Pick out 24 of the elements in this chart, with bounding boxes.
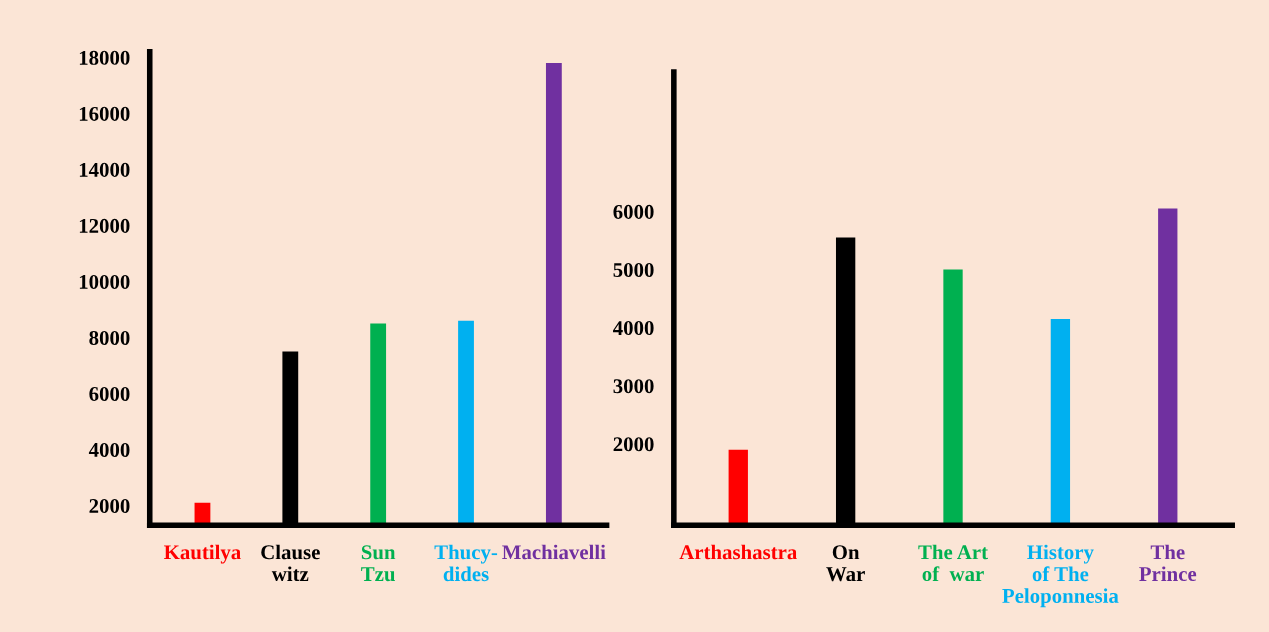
y-tick-label: 4000 (88, 442, 130, 457)
x-tick-label: Sun Tzu (361, 545, 396, 582)
x-tick-label: The Art of war (918, 544, 988, 582)
x-tick-label: History of The Peloponnesia (1002, 544, 1119, 608)
y-tick-label: 10000 (79, 274, 130, 289)
x-tick-label: Kautilya (164, 544, 241, 564)
y-tick-label: 12000 (79, 218, 130, 233)
y-tick-label: 8000 (89, 330, 130, 345)
y-tick-label: 18000 (79, 50, 130, 65)
y-tick-label: 16000 (79, 106, 130, 121)
y-tick-label: 2000 (613, 437, 654, 452)
x-tick-label: Clause witz (261, 544, 320, 582)
y-tick-label: 6000 (613, 204, 654, 219)
y-tick-label: 4000 (613, 321, 654, 336)
x-tick-label: Thucy- dides (434, 544, 498, 582)
x-tick-label: Machiavelli (502, 544, 606, 560)
y-tick-label: 2000 (89, 498, 130, 514)
y-tick-label: 3000 (613, 379, 654, 394)
x-tick-label: Arthashastra (679, 544, 797, 560)
y-tick-label: 14000 (79, 162, 130, 177)
y-tick-label: 5000 (613, 262, 654, 278)
x-tick-label: The Prince (1139, 544, 1197, 582)
y-tick-label: 6000 (89, 386, 130, 401)
x-tick-label: On War (826, 545, 865, 582)
